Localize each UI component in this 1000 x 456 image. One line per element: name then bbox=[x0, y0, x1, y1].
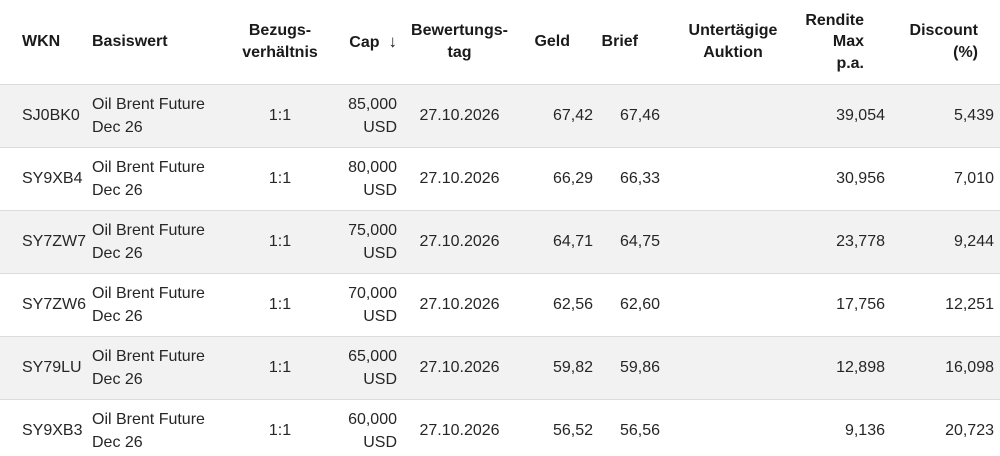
cell-brief: 56,56 bbox=[619, 422, 660, 440]
cell-bezugsverhaeltnis: 1:1 bbox=[268, 422, 292, 440]
cell-cap: 75,000 USD bbox=[348, 221, 397, 262]
column-header-brief[interactable]: Brief bbox=[595, 0, 663, 85]
cell-brief: 62,60 bbox=[619, 296, 660, 314]
cell-cap: 85,000 USD bbox=[348, 95, 397, 136]
cell-untertaegige-auktion bbox=[663, 211, 803, 274]
cell-discount: 16,098 bbox=[945, 359, 994, 377]
cell-cap: 65,000 USD bbox=[348, 347, 397, 388]
cell-bewertungstag: 27.10.2026 bbox=[419, 107, 500, 125]
cell-basiswert: Oil Brent Future Dec 26 bbox=[92, 284, 205, 325]
cell-basiswert: Oil Brent Future Dec 26 bbox=[92, 95, 205, 136]
cell-bezugsverhaeltnis: 1:1 bbox=[268, 107, 292, 125]
column-header-wkn[interactable]: WKN bbox=[0, 0, 80, 85]
header-row: WKN Basiswert Bezugs- verhältnis Cap ↓ Be… bbox=[0, 0, 1000, 85]
sort-descending-icon: ↓ bbox=[388, 31, 398, 51]
cell-untertaegige-auktion bbox=[663, 274, 803, 337]
cell-rendite-max-pa: 9,136 bbox=[844, 422, 885, 440]
cell-wkn: SY79LU bbox=[22, 359, 82, 377]
cell-bewertungstag: 27.10.2026 bbox=[419, 170, 500, 188]
cell-cap: 70,000 USD bbox=[348, 284, 397, 325]
cell-brief: 66,33 bbox=[619, 170, 660, 188]
table-row[interactable]: SY9XB4 Oil Brent Future Dec 26 1:1 80,00… bbox=[0, 147, 1000, 211]
cell-geld: 56,52 bbox=[552, 422, 593, 440]
cell-wkn: SY7ZW6 bbox=[22, 296, 87, 314]
cell-geld: 66,29 bbox=[552, 170, 593, 188]
cell-rendite-max-pa: 23,778 bbox=[836, 233, 885, 251]
cell-geld: 59,82 bbox=[552, 359, 593, 377]
column-header-basiswert[interactable]: Basiswert bbox=[80, 0, 230, 85]
table-body: SJ0BK0 Oil Brent Future Dec 26 1:1 85,00… bbox=[0, 84, 1000, 456]
cell-untertaegige-auktion bbox=[663, 400, 803, 456]
cell-cap: 60,000 USD bbox=[348, 410, 397, 451]
cell-bezugsverhaeltnis: 1:1 bbox=[268, 233, 292, 251]
cell-wkn: SY9XB4 bbox=[22, 170, 83, 188]
cell-discount: 12,251 bbox=[945, 296, 994, 314]
cell-untertaegige-auktion bbox=[663, 148, 803, 211]
cell-rendite-max-pa: 30,956 bbox=[836, 170, 885, 188]
cell-brief: 64,75 bbox=[619, 233, 660, 251]
column-header-untertaegige-auktion[interactable]: Untertägige Auktion bbox=[663, 0, 803, 85]
cell-discount: 9,244 bbox=[953, 233, 994, 251]
cell-bewertungstag: 27.10.2026 bbox=[419, 233, 500, 251]
table-row[interactable]: SJ0BK0 Oil Brent Future Dec 26 1:1 85,00… bbox=[0, 84, 1000, 148]
cell-bewertungstag: 27.10.2026 bbox=[419, 296, 500, 314]
cell-wkn: SY9XB3 bbox=[22, 422, 83, 440]
cell-bewertungstag: 27.10.2026 bbox=[419, 422, 500, 440]
cell-basiswert: Oil Brent Future Dec 26 bbox=[92, 158, 205, 199]
table-row[interactable]: SY7ZW6 Oil Brent Future Dec 26 1:1 70,00… bbox=[0, 273, 1000, 337]
column-header-bewertungstag[interactable]: Bewertungs- tag bbox=[402, 0, 517, 85]
cell-wkn: SY7ZW7 bbox=[22, 233, 87, 251]
cell-basiswert: Oil Brent Future Dec 26 bbox=[92, 410, 205, 451]
cell-untertaegige-auktion bbox=[663, 337, 803, 400]
table-row[interactable]: SY7ZW7 Oil Brent Future Dec 26 1:1 75,00… bbox=[0, 210, 1000, 274]
cell-rendite-max-pa: 17,756 bbox=[836, 296, 885, 314]
cell-geld: 67,42 bbox=[552, 107, 593, 125]
column-header-bezugsverhaeltnis[interactable]: Bezugs- verhältnis bbox=[230, 0, 330, 85]
cell-rendite-max-pa: 39,054 bbox=[836, 107, 885, 125]
cell-wkn: SJ0BK0 bbox=[22, 107, 80, 125]
cell-cap: 80,000 USD bbox=[348, 158, 397, 199]
cell-basiswert: Oil Brent Future Dec 26 bbox=[92, 347, 205, 388]
cell-geld: 62,56 bbox=[552, 296, 593, 314]
cell-bezugsverhaeltnis: 1:1 bbox=[268, 359, 292, 377]
cell-untertaegige-auktion bbox=[663, 85, 803, 148]
table-row[interactable]: SY79LU Oil Brent Future Dec 26 1:1 65,00… bbox=[0, 336, 1000, 400]
cell-discount: 7,010 bbox=[953, 170, 994, 188]
cell-geld: 64,71 bbox=[552, 233, 593, 251]
cell-bezugsverhaeltnis: 1:1 bbox=[268, 170, 292, 188]
cell-brief: 59,86 bbox=[619, 359, 660, 377]
column-header-discount[interactable]: Discount (%) bbox=[893, 0, 1000, 85]
column-header-geld[interactable]: Geld bbox=[517, 0, 595, 85]
cell-bezugsverhaeltnis: 1:1 bbox=[268, 296, 292, 314]
cell-basiswert: Oil Brent Future Dec 26 bbox=[92, 221, 205, 262]
cell-rendite-max-pa: 12,898 bbox=[836, 359, 885, 377]
column-header-cap[interactable]: Cap ↓ bbox=[330, 0, 402, 85]
table-header: WKN Basiswert Bezugs- verhältnis Cap ↓ Be… bbox=[0, 0, 1000, 85]
cell-bewertungstag: 27.10.2026 bbox=[419, 359, 500, 377]
cell-discount: 20,723 bbox=[945, 422, 994, 440]
column-header-rendite-max-pa[interactable]: Rendite Max p.a. bbox=[803, 0, 893, 85]
cell-discount: 5,439 bbox=[953, 107, 994, 125]
cap-header-label: Cap bbox=[349, 33, 380, 51]
table-row[interactable]: SY9XB3 Oil Brent Future Dec 26 1:1 60,00… bbox=[0, 399, 1000, 456]
cell-brief: 67,46 bbox=[619, 107, 660, 125]
